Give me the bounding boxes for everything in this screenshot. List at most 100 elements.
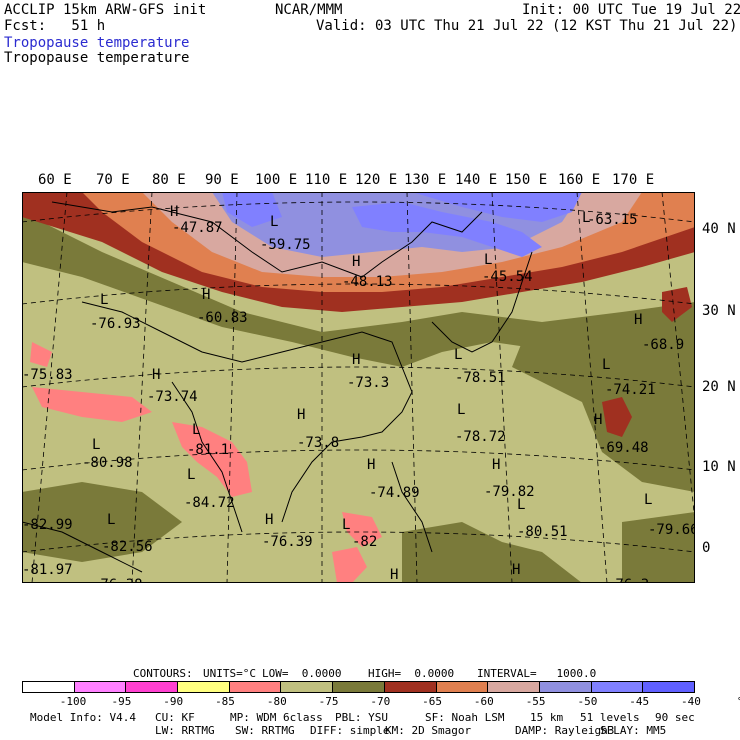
shade-minus-45 — [222, 192, 582, 257]
legend-label: -65 — [422, 695, 443, 708]
coast-japan — [431, 251, 533, 353]
legend-swatch — [229, 682, 282, 692]
center-value: -45.54 — [482, 269, 533, 285]
legend-label: -70 — [370, 695, 391, 708]
border-north — [51, 201, 483, 278]
meridian-c — [226, 192, 238, 583]
center-value: -78.51 — [455, 370, 506, 386]
legend-label: °C — [737, 696, 740, 707]
longitude-tick: 70 E — [96, 172, 130, 188]
center-value: -73.8 — [297, 435, 339, 451]
longitude-tick: 110 E — [305, 172, 348, 188]
model-title: ACCLIP 15km ARW-GFS init — [4, 2, 207, 18]
low-center-marker: L — [517, 497, 525, 513]
model-info-item: CU: KF — [155, 711, 195, 724]
longitude-tick: 60 E — [38, 172, 72, 188]
legend-label: -75 — [318, 695, 339, 708]
model-info-item: KM: 2D Smagor — [385, 724, 472, 737]
legend-label: -80 — [266, 695, 287, 708]
longitude-tick: 100 E — [255, 172, 298, 188]
low-center-marker: L — [270, 214, 278, 230]
units-label: UNITS=°C — [203, 667, 256, 680]
low-center-marker: L — [484, 252, 492, 268]
model-info-item: 51 levels — [580, 711, 640, 724]
legend-label: -60 — [473, 695, 494, 708]
legend-swatch — [539, 682, 592, 692]
center-value: -76.39 — [262, 534, 313, 550]
meridian-g — [576, 192, 608, 583]
low-center-marker: L — [582, 210, 590, 226]
legend-label: -85 — [215, 695, 235, 708]
center-value: -73.3 — [347, 375, 389, 391]
legend-label: -100 — [59, 695, 87, 708]
center-value: -82.56 — [102, 539, 153, 555]
model-info-item: SFLAY: MM5 — [600, 724, 667, 737]
parallel-30n — [22, 283, 695, 305]
center-value: -76.93 — [90, 316, 141, 332]
longitude-tick: 160 E — [558, 172, 601, 188]
legend-swatch — [126, 682, 179, 692]
center-value: -82 — [352, 534, 377, 550]
high-center-marker: H — [352, 254, 360, 270]
valid-time: Valid: 03 UTC Thu 21 Jul 22 (12 KST Thu … — [316, 18, 738, 34]
center-value: -81.97 — [22, 562, 73, 578]
legend-label: -95 — [111, 695, 132, 708]
shade-minus-70-southwest — [22, 482, 182, 562]
latitude-tick: 40 N — [702, 221, 736, 237]
legend-swatch — [74, 682, 127, 692]
shade-minus-80 — [30, 342, 382, 583]
legend-swatch — [488, 682, 540, 692]
latitude-tick: 20 N — [702, 379, 736, 395]
parallel-0 — [22, 531, 695, 553]
meridian-a — [31, 192, 68, 583]
high-center-marker: H — [492, 457, 500, 473]
low-center-marker: L — [602, 357, 610, 373]
low-center-marker: L — [342, 517, 350, 533]
high-center-marker: H — [265, 512, 273, 528]
center-value: -74.21 — [605, 382, 656, 398]
latitude-tick: 30 N — [702, 303, 736, 319]
model-info-item: 90 sec — [655, 711, 695, 724]
low-center-marker: L — [107, 512, 115, 528]
center-value: -60.83 — [197, 310, 248, 326]
parallel-10n — [22, 449, 695, 471]
legend-label: -90 — [163, 695, 184, 708]
longitude-tick: 150 E — [505, 172, 548, 188]
meridian-h — [661, 192, 695, 523]
legend-swatch — [281, 682, 334, 692]
meridian-e — [406, 192, 418, 583]
latitude-tick: 10 N — [702, 459, 736, 475]
longitude-tick: 120 E — [355, 172, 398, 188]
model-info-item: PBL: YSU — [335, 711, 388, 724]
longitude-tick: 130 E — [404, 172, 447, 188]
shade-minus-65-east — [602, 287, 692, 437]
legend-swatch — [23, 682, 75, 692]
center-value: -63.15 — [587, 212, 638, 228]
parallel-40n — [22, 201, 695, 223]
legend-label: -55 — [525, 695, 546, 708]
center-value: -74.89 — [369, 485, 420, 501]
legend-label: -50 — [577, 695, 598, 708]
model-info-item: LW: RRTMG — [155, 724, 215, 737]
longitude-tick: 170 E — [612, 172, 655, 188]
high-center-marker: H — [390, 567, 398, 583]
low-center-marker: L — [192, 422, 200, 438]
shade-minus-70-southeast — [622, 512, 695, 583]
pressure-centers: H-47.87 L-59.75H-48.13L-45.54L-63.15L-76.… — [22, 204, 695, 583]
coast-philippines — [391, 461, 433, 553]
high-center-marker: H — [152, 367, 160, 383]
high-center-marker: H — [594, 412, 602, 428]
center-value: -75.83 — [22, 367, 73, 383]
center-value: -80.51 — [517, 524, 568, 540]
center-value: -79.82 — [484, 484, 535, 500]
center-value: -69.48 — [598, 440, 649, 456]
init-time: Init: 00 UTC Tue 19 Jul 22 — [522, 2, 740, 18]
center-value: -79.66 — [648, 522, 695, 538]
legend-swatch — [178, 682, 230, 692]
field-title-shaded: Tropopause temperature — [4, 35, 190, 51]
meridian-f — [491, 192, 513, 583]
center-name: NCAR/MMM — [275, 2, 343, 18]
model-info-item: DIFF: simple — [310, 724, 390, 737]
center-value: -82.99 — [22, 517, 73, 533]
low-center-marker: L — [92, 437, 100, 453]
